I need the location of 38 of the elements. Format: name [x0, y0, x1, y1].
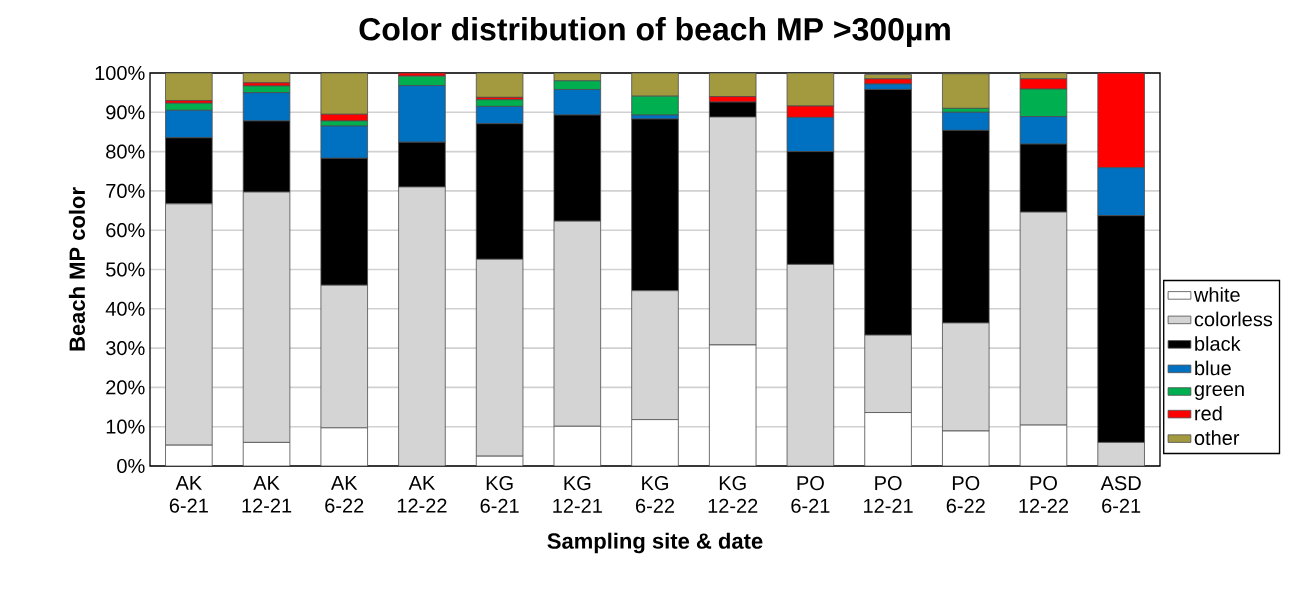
y-axis-title: Beach MP color — [68, 187, 85, 351]
y-tick-label: 30% — [106, 341, 145, 356]
x-tick-label: KG 6-21 — [480, 476, 519, 513]
y-tick-label: 0% — [117, 458, 145, 474]
bar — [475, 72, 524, 98]
legend-label: black — [1195, 336, 1241, 351]
y-tick-label: 100% — [95, 65, 145, 81]
x-tick-label: PO 6-21 — [791, 476, 830, 513]
x-tick-label: PO 12-21 — [864, 476, 913, 513]
y-tick-label: 40% — [105, 301, 145, 316]
x-tick-label: KG 12-22 — [708, 476, 758, 513]
legend-label: colorless — [1194, 311, 1273, 327]
x-tick-label: AK 6-22 — [325, 476, 364, 513]
y-tick-label: 90% — [106, 105, 145, 120]
y-tick-label: 80% — [106, 144, 145, 159]
x-tick-label: AK 12-21 — [242, 476, 292, 513]
legend-label: red — [1195, 405, 1222, 421]
x-tick-label: KG 12-21 — [553, 476, 602, 513]
y-tick-label: 50% — [106, 262, 145, 277]
x-tick-label: PO 6-22 — [946, 476, 985, 513]
x-tick-label: PO 12-22 — [1019, 476, 1069, 513]
legend-label: blue — [1195, 360, 1231, 376]
legend-label: green — [1194, 385, 1244, 401]
y-tick-label: 20% — [106, 380, 145, 395]
x-tick-label: ASD 6-21 — [1100, 476, 1141, 513]
legend-label: white — [1193, 287, 1240, 302]
x-tick-label: KG 6-22 — [636, 476, 675, 513]
x-axis-title: Sampling site & date — [547, 532, 763, 554]
y-tick-label: 70% — [106, 183, 145, 198]
x-tick-label: AK 6-21 — [169, 476, 208, 513]
bar — [942, 73, 990, 109]
bar — [708, 72, 757, 97]
chart-title: Color distribution of beach MP >300µm — [359, 17, 950, 47]
bar — [165, 72, 213, 101]
legend-label: other — [1194, 430, 1240, 446]
y-tick-label: 10% — [106, 419, 145, 434]
y-tick-label: 60% — [106, 223, 145, 238]
x-tick-label: AK 12-22 — [397, 476, 447, 513]
